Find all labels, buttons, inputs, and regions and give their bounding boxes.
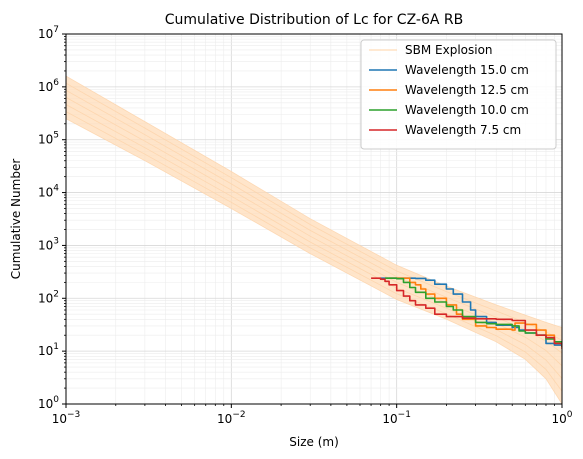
band-trajectory bbox=[66, 111, 562, 392]
series-lines bbox=[371, 277, 562, 349]
legend-box bbox=[360, 39, 557, 150]
y-tick-labels: 100 101 102 103 104 105 106 107 bbox=[38, 25, 59, 411]
axis-ticks bbox=[62, 33, 563, 408]
legend-label: Wavelength 7.5 cm bbox=[405, 123, 521, 137]
legend-label: SBM Explosion bbox=[405, 43, 493, 57]
y-tick-label: 104 bbox=[38, 184, 59, 200]
legend-label: Wavelength 10.0 cm bbox=[405, 103, 529, 117]
y-tick-label: 106 bbox=[38, 78, 59, 94]
x-tick-label: 10−1 bbox=[382, 410, 411, 426]
y-tick-label: 101 bbox=[38, 342, 59, 358]
series-line bbox=[371, 277, 562, 349]
x-tick-labels: 10−3 10−2 10−1 100 bbox=[52, 410, 573, 426]
x-tick-label: 10−3 bbox=[52, 410, 81, 426]
band-area bbox=[66, 76, 562, 404]
band-trajectory bbox=[66, 104, 562, 379]
x-tick-label: 100 bbox=[551, 410, 572, 426]
y-axis-label: Cumulative Number bbox=[9, 159, 23, 280]
plot-frame bbox=[65, 33, 563, 405]
y-tick-label: 102 bbox=[38, 289, 59, 305]
band-trajectory bbox=[66, 75, 562, 328]
x-tick-label: 10−2 bbox=[217, 410, 246, 426]
legend: SBM Explosion Wavelength 15.0 cm Wavelengt… bbox=[360, 39, 557, 150]
legend-label: Wavelength 15.0 cm bbox=[405, 63, 529, 77]
legend-label: Wavelength 12.5 cm bbox=[405, 83, 529, 97]
chart-title: Cumulative Distribution of Lc for CZ-6A … bbox=[165, 12, 464, 28]
x-axis-label: Size (m) bbox=[289, 435, 339, 449]
legend-entries: SBM Explosion Wavelength 15.0 cm Wavelengt… bbox=[369, 43, 529, 137]
y-tick-label: 103 bbox=[38, 236, 59, 252]
y-tick-label: 100 bbox=[38, 395, 59, 411]
y-tick-label: 105 bbox=[38, 131, 59, 147]
y-tick-label: 107 bbox=[38, 25, 59, 41]
band-trajectory bbox=[66, 118, 562, 404]
